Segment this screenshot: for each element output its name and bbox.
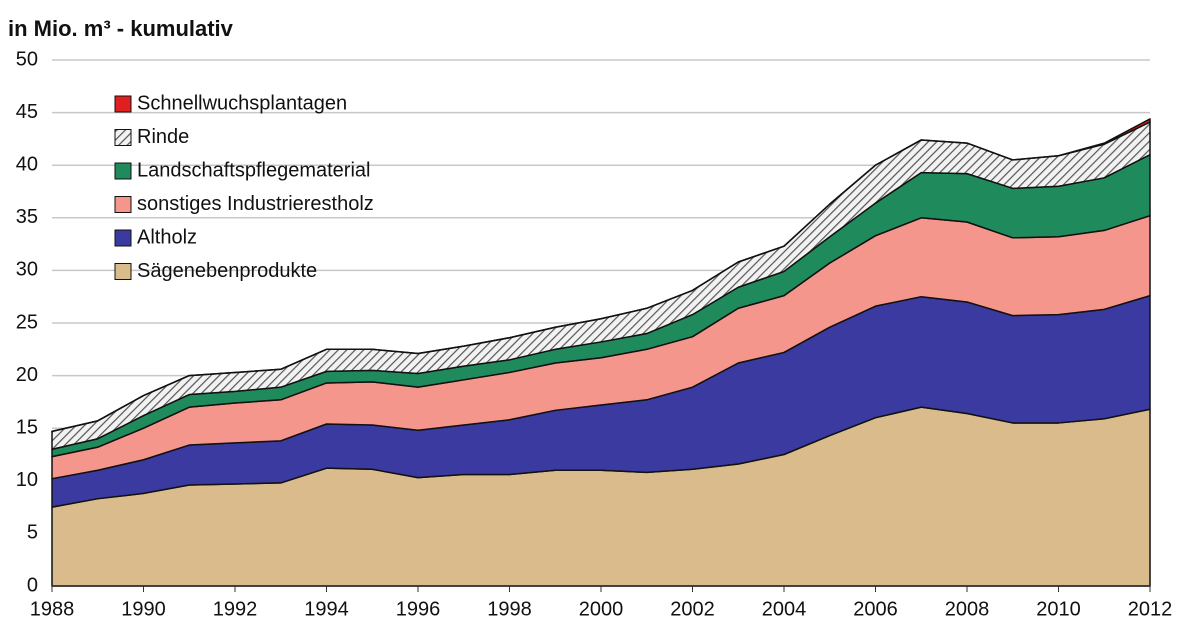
legend-swatch [114, 196, 132, 213]
x-tick-label: 2002 [670, 598, 715, 620]
area [51, 118, 1151, 433]
legend-swatch [114, 95, 132, 113]
y-tick-label: 40 [16, 153, 38, 175]
x-tick-label: 1998 [487, 598, 532, 620]
legend-swatch [114, 129, 132, 146]
x-tick-label: 1990 [121, 598, 166, 620]
y-tick-label: 5 [27, 522, 38, 544]
y-tick-label: 10 [16, 469, 38, 491]
legend-label: Altholz [137, 226, 197, 248]
y-tick-label: 20 [16, 364, 38, 386]
x-tick-label: 1992 [213, 598, 258, 620]
y-tick-label: 50 [16, 48, 38, 70]
y-tick-label: 0 [27, 574, 38, 596]
x-tick-label: 2010 [1036, 598, 1081, 620]
x-tick-label: 2008 [945, 598, 990, 620]
y-tick-label: 45 [16, 101, 38, 123]
y-tick-label: 30 [16, 259, 38, 281]
legend-label: sonstiges Industrierestholz [137, 193, 374, 215]
x-tick-label: 1988 [30, 598, 75, 620]
legend-label: Landschaftspflegematerial [137, 159, 370, 181]
y-tick-label: 15 [16, 416, 38, 438]
x-tick-label: 1996 [396, 598, 441, 620]
legend-label: Schnellwuchsplantagen [137, 92, 347, 114]
legend-label: Sägenebenprodukte [137, 260, 317, 282]
legend-label: Rinde [137, 126, 189, 148]
x-tick-label: 2004 [762, 598, 807, 620]
legend-swatch [114, 263, 132, 280]
legend-swatch [114, 229, 132, 247]
x-tick-label: 2006 [853, 598, 898, 620]
x-tick-label: 2012 [1128, 598, 1173, 620]
chart-title: in Mio. m³ - kumulativ [8, 16, 234, 41]
x-tick-label: 2000 [579, 598, 624, 620]
legend-swatch [114, 162, 132, 180]
y-tick-label: 25 [16, 311, 38, 333]
y-tick-label: 35 [16, 206, 38, 228]
x-tick-label: 1994 [304, 598, 349, 620]
